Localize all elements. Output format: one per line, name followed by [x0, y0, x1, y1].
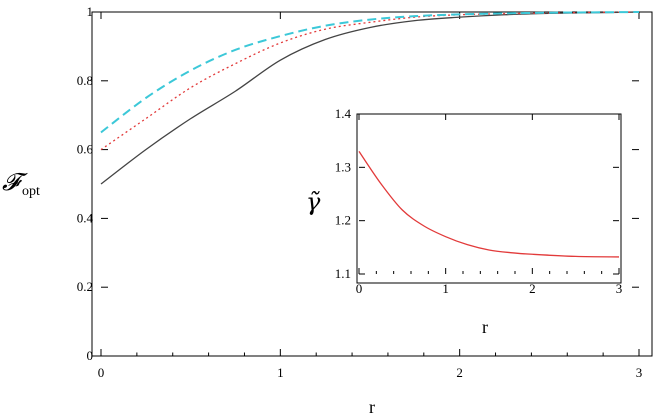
inset-series-line-solid	[358, 150, 620, 258]
main-y-tick-label: 1	[87, 4, 94, 19]
main-y-tick-label: 0.4	[77, 210, 94, 225]
main-x-tick-label: 0	[98, 365, 105, 380]
main-y-tick-label: 0.2	[77, 279, 93, 294]
main-series-lines	[100, 11, 640, 185]
inset-x-tick-label: 1	[442, 281, 449, 296]
main-series-line-dashed	[100, 11, 640, 134]
inset-plot-background	[357, 114, 621, 283]
main-x-tick-label: 2	[456, 365, 463, 380]
inset-series-lines	[358, 150, 620, 258]
inset-y-tick-label: 1.3	[335, 159, 351, 174]
main-axis-ticks: 0 1 2 3 0 0.2 0.4 0.6 0.8 1	[77, 4, 643, 380]
inset-y-tick-label: 1.1	[335, 266, 351, 281]
main-y-axis-label: 𝓕 opt	[2, 168, 40, 199]
main-x-tick-label: 1	[277, 365, 284, 380]
inset-plot-frame	[356, 113, 622, 284]
inset-y-tick-label: 1.2	[335, 213, 351, 228]
inset-axis-ticks: 0 1 2 3 1.1 1.2 1.3 1.4	[335, 106, 623, 296]
main-plot-frame	[91, 11, 653, 357]
inset-x-tick-label: 3	[616, 281, 623, 296]
inset-x-axis-label: r	[482, 317, 488, 337]
main-y-tick-label: 0	[87, 348, 94, 363]
main-y-tick-label: 0.8	[77, 73, 93, 88]
main-x-tick-label: 3	[636, 365, 643, 380]
main-y-tick-label: 0.6	[77, 142, 94, 157]
inset-y-axis-label: γ̃	[306, 188, 321, 216]
inset-x-tick-label: 2	[529, 281, 536, 296]
inset-x-tick-label: 0	[356, 281, 363, 296]
inset-y-tick-label: 1.4	[335, 106, 352, 121]
main-y-axis-label-subscript: opt	[22, 184, 40, 199]
main-x-axis-label: r	[369, 397, 375, 417]
